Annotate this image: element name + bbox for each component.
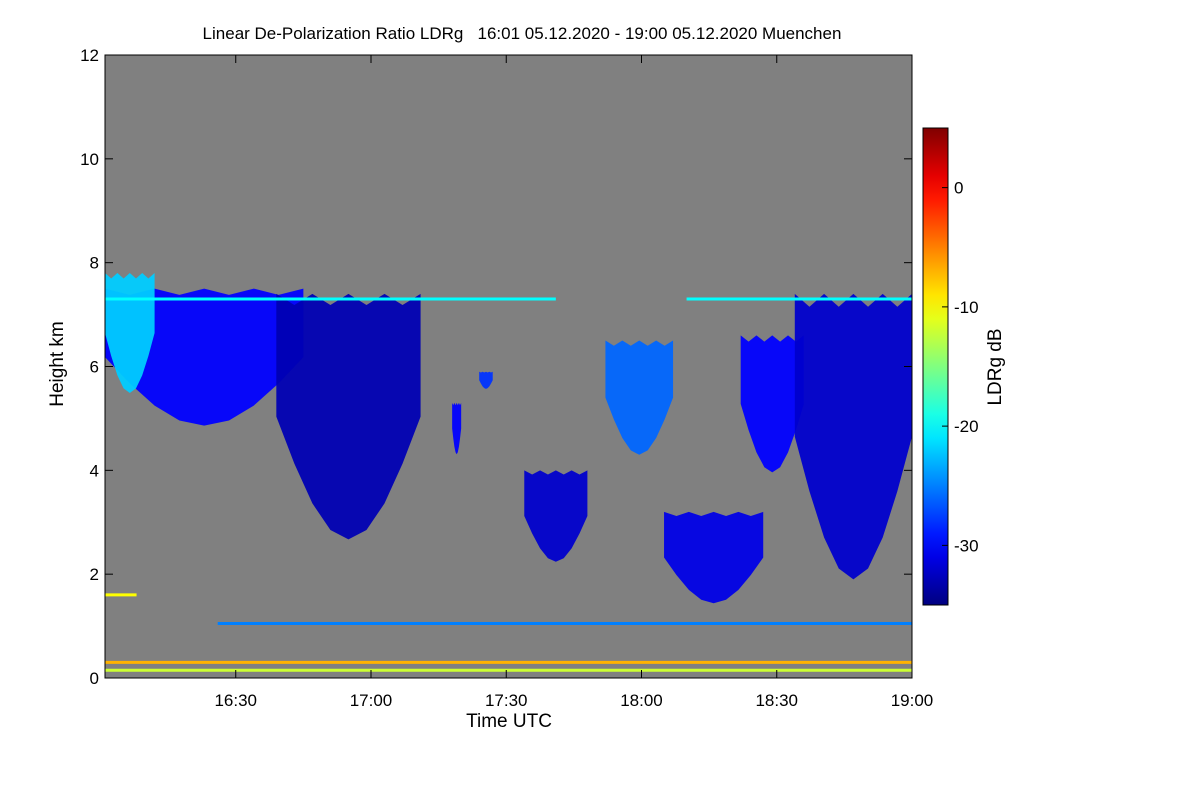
y-tick-label: 12 xyxy=(80,46,99,65)
y-tick-label: 6 xyxy=(90,358,99,377)
x-tick-label: 19:00 xyxy=(891,691,934,710)
x-tick-label: 17:30 xyxy=(485,691,528,710)
axes: 0 2 4 6 8 10 12 16:30 17:00 17:30 18:00 18:30 19:00 xyxy=(80,46,933,710)
y-tick-label: 10 xyxy=(80,150,99,169)
colorbar-tick-label: -20 xyxy=(954,417,979,436)
cloud-region xyxy=(664,511,764,604)
y-tick-label: 2 xyxy=(90,565,99,584)
colorbar-tick-label: 0 xyxy=(954,179,963,198)
cloud-region xyxy=(794,293,912,580)
y-tick-label: 0 xyxy=(90,669,99,688)
colorbar: 0 -10 -20 -30 xyxy=(922,127,979,606)
cloud-region xyxy=(479,371,493,389)
x-tick-label: 17:00 xyxy=(350,691,393,710)
cloud-region xyxy=(740,335,804,473)
x-tick-label: 18:30 xyxy=(755,691,798,710)
cloud-region xyxy=(105,273,155,393)
colorbar-label: LDRg dB xyxy=(985,328,1006,405)
y-tick-label: 8 xyxy=(90,254,99,273)
colorbar-tick-label: -10 xyxy=(954,298,979,317)
cloud-region xyxy=(605,340,674,455)
x-axis-label: Time UTC xyxy=(466,711,552,732)
cloud-region xyxy=(276,293,421,540)
y-tick-label: 4 xyxy=(90,461,99,480)
cloud-region xyxy=(452,402,462,455)
x-tick-label: 18:00 xyxy=(620,691,663,710)
plot-area xyxy=(105,55,912,678)
chart-title: Linear De-Polarization Ratio LDRg 16:01 … xyxy=(203,24,842,43)
colorbar-tick-label: -30 xyxy=(954,536,979,555)
y-axis-label: Height km xyxy=(47,321,68,407)
x-tick-label: 16:30 xyxy=(214,691,257,710)
colorbar-gradient xyxy=(922,127,949,606)
cloud-region xyxy=(524,470,588,562)
